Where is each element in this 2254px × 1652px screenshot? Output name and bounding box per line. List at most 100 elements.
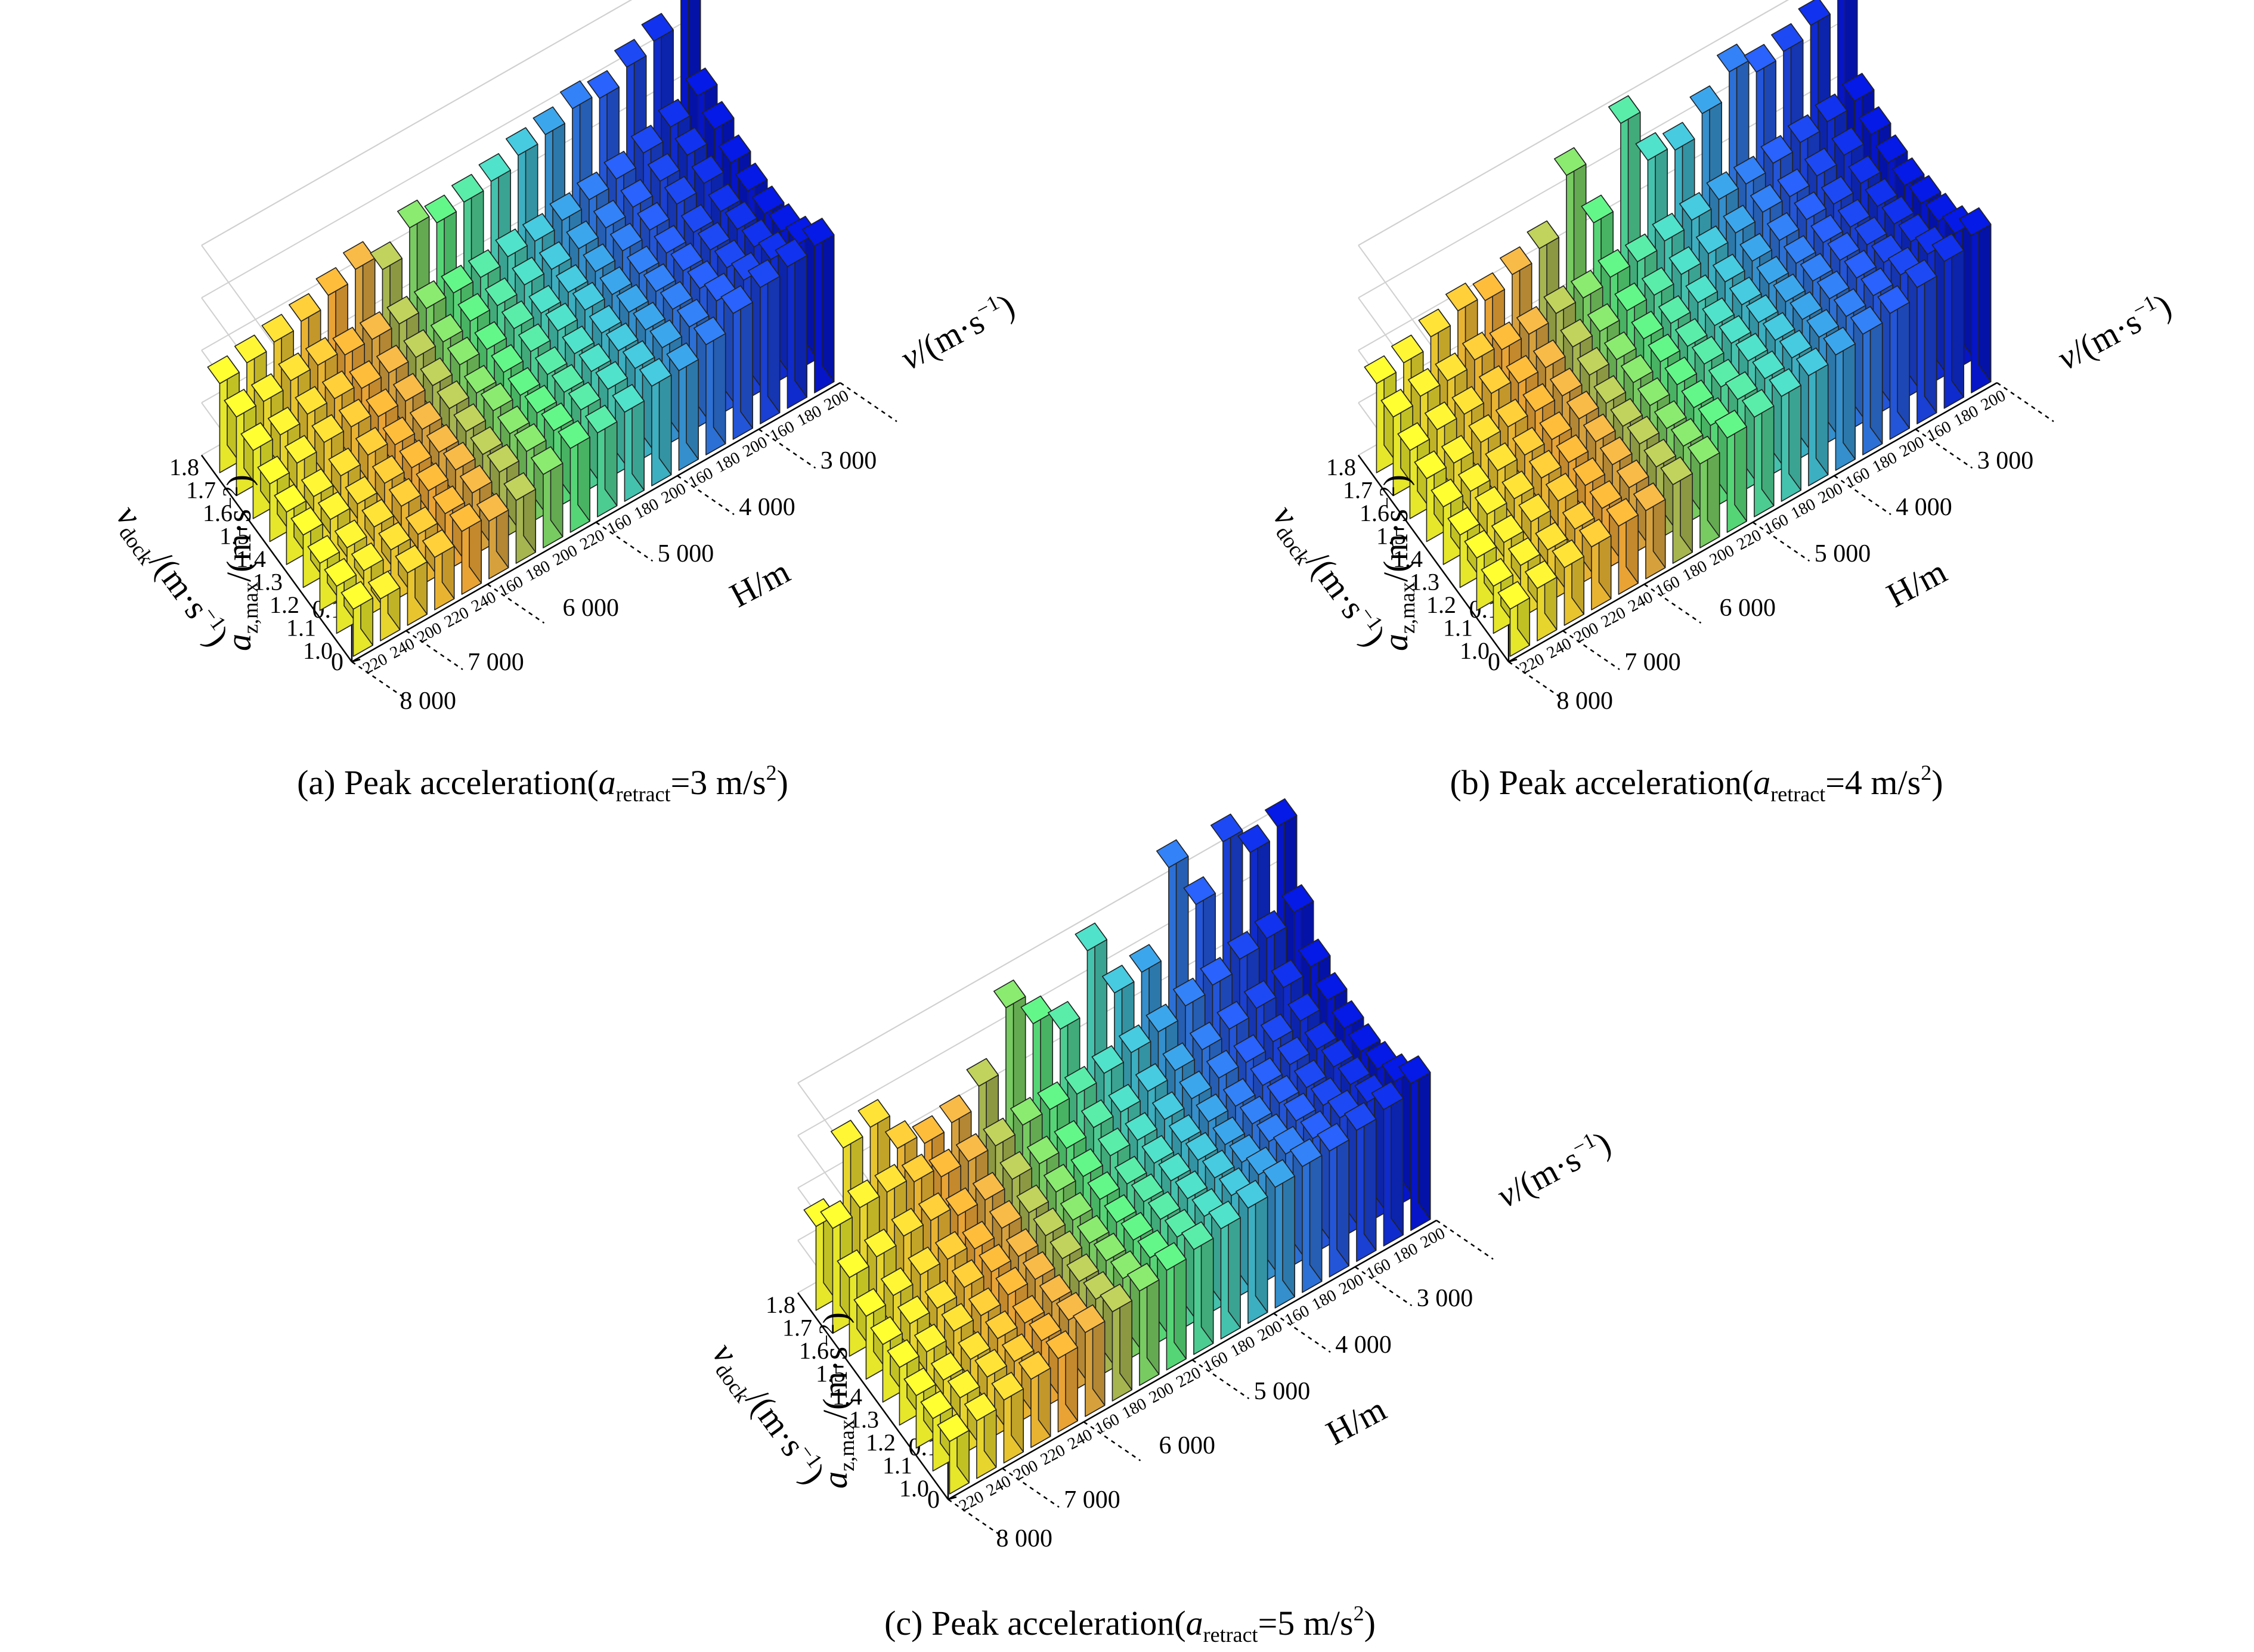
bar-top: [595, 361, 628, 390]
bar-top: [1100, 1284, 1133, 1313]
caption-b-exp: 2: [1921, 761, 1932, 785]
h-group-separator: [758, 428, 816, 469]
bar-top: [1844, 250, 1877, 279]
bar-top: [1877, 285, 1911, 314]
bar-top: [1418, 308, 1451, 337]
z-label-close: ): [219, 475, 258, 486]
bar-top: [1702, 297, 1735, 326]
bar-top: [495, 228, 528, 258]
bar: [937, 1413, 970, 1495]
bar-top: [1485, 442, 1518, 472]
bar-top: [1624, 233, 1658, 262]
bar-top: [532, 106, 566, 135]
bar: [820, 1200, 853, 1334]
bar-top: [1298, 938, 1331, 968]
bar-top: [578, 343, 612, 372]
bar: [1497, 581, 1531, 657]
bar-top: [240, 422, 274, 451]
bar-top: [920, 1390, 953, 1419]
bar: [1398, 1055, 1431, 1231]
bar-top: [413, 280, 447, 309]
caption-b-suffix: ): [1931, 763, 1943, 802]
bar-top: [1674, 318, 1708, 347]
v-axis-title-text: v/(m·s−1): [894, 285, 1021, 378]
bar-top: [1589, 480, 1623, 509]
vdock-tick-label: 1.4: [1393, 545, 1423, 572]
bar-top: [420, 357, 453, 386]
h-group-label: 4 000: [1335, 1331, 1392, 1359]
bar-top: [1695, 225, 1729, 255]
bar-top: [409, 401, 442, 430]
bar-top: [633, 302, 666, 331]
bar-top: [1608, 95, 1641, 124]
bar-top: [1126, 1263, 1160, 1292]
bar-top: [324, 558, 357, 587]
bar-top: [1616, 459, 1649, 488]
bar-top: [430, 314, 463, 343]
bar-top: [589, 305, 622, 334]
bar-top: [1556, 434, 1589, 463]
bar-top: [355, 427, 388, 456]
bar: [476, 492, 509, 579]
bar-top: [1216, 1000, 1250, 1030]
h-group-separator: [351, 661, 409, 702]
bar: [1524, 560, 1558, 641]
h-group-separator: [1562, 630, 1620, 671]
bar-top: [599, 266, 633, 295]
bar-top: [1733, 156, 1766, 185]
bar-top: [562, 326, 595, 355]
caption-a-var: a: [598, 763, 616, 802]
bar-top: [674, 127, 708, 156]
bar-top: [1685, 274, 1719, 303]
bar-top: [637, 202, 670, 231]
bar-top: [609, 222, 643, 252]
bar-top: [1833, 288, 1866, 317]
bar-top: [459, 464, 493, 494]
bar-top: [1435, 352, 1468, 382]
bar: [395, 544, 428, 626]
bar-top: [332, 327, 366, 356]
bar-top: [1026, 1135, 1060, 1164]
bar-top: [1572, 457, 1606, 486]
bar-top: [928, 1148, 962, 1177]
bar-top: [1603, 331, 1637, 361]
bar-top: [1908, 175, 1942, 204]
bar-top: [887, 1339, 920, 1368]
bar-top: [1489, 321, 1522, 351]
vdock-tick-label: 1.8: [766, 1291, 795, 1318]
bar-top: [513, 423, 547, 452]
bar-top: [1129, 944, 1162, 973]
h-group-separator: [1273, 1312, 1331, 1353]
vdock-tick-label: 1.8: [1326, 454, 1356, 481]
bar-top: [1841, 73, 1875, 102]
bar-top: [1769, 368, 1802, 397]
bar-top: [1789, 291, 1823, 320]
bar: [1045, 1330, 1079, 1433]
bar-top: [1472, 272, 1506, 301]
bar-top: [503, 472, 537, 501]
bar-top: [1445, 283, 1478, 312]
bar-top: [382, 416, 416, 445]
bar: [1208, 1200, 1241, 1340]
bar-top: [930, 1352, 964, 1381]
bars: [207, 0, 835, 657]
bar-top: [1005, 1228, 1039, 1257]
bar-top: [250, 373, 284, 402]
bar-top: [583, 243, 616, 272]
z-label-close: ): [1376, 475, 1415, 486]
bar-top: [1668, 246, 1702, 275]
vdock-tick-label: 1.0: [899, 1475, 929, 1502]
bar-top: [551, 364, 584, 393]
z-axis-title-text: az,max/(m·s−2): [218, 475, 262, 651]
z-tick-label: 0: [331, 649, 343, 676]
bar-top: [1175, 1170, 1208, 1200]
gridline: [1358, 0, 1789, 246]
bar-top: [1237, 824, 1271, 853]
bar-top: [1810, 214, 1844, 243]
bar-top: [1457, 463, 1491, 492]
h-group-separator: [1996, 382, 2054, 423]
bar-top: [1468, 414, 1501, 443]
bar-top: [1481, 558, 1514, 587]
bar-top: [457, 293, 491, 322]
h-group-separator: [1083, 1421, 1141, 1462]
